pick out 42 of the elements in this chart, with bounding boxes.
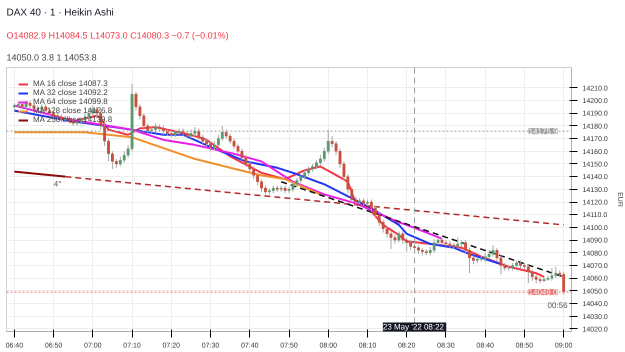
annotation: 4° [54,179,62,188]
candlestick [432,238,436,254]
candlestick [240,148,244,161]
line-series [13,131,322,196]
legend-label: MA 32 close 14092.2 [33,88,108,97]
candlestick [118,156,122,167]
candlestick [550,268,554,282]
candlestick [330,136,334,148]
legend-label: MA 64 close 14099.8 [33,97,108,106]
candlestick [526,264,530,284]
candlestick [244,154,248,167]
ref-line-label: 14049.0 [528,288,558,298]
candlestick [492,244,494,258]
candlestick [464,240,467,255]
candlestick [256,172,260,186]
candlestick [122,150,126,164]
candlestick [291,181,294,192]
candlestick [397,230,400,244]
candlestick [370,199,373,213]
legend-label: MA 16 close 14087.3 [33,79,108,88]
ref-line-label: 23 May '22 08:22 [382,322,445,332]
candlestick [228,133,232,144]
candlestick [554,266,558,279]
chart-title: DAX 40 · 1 · Heikin Ashi [6,8,114,18]
legend-label: MA 128 close 14126.8 [33,106,112,115]
ref-line-label: 14175.9 [528,127,558,136]
annotation: 00:56 [548,301,568,310]
candlestick [456,237,460,250]
text: 14050.0 3.8 1 14053.8 [6,52,97,62]
candlestick [390,230,392,250]
candlestick [386,226,389,238]
candlestick [209,140,212,152]
candlestick [216,134,220,148]
candlestick [496,247,498,262]
candlestick [562,271,566,296]
candlestick [236,143,240,154]
candlestick [232,138,236,150]
chart-subtitle: O14082.9 H14084.5 L14073.0 C14080.3 −0.7 (−0.01%) [6,30,229,40]
candlestick [530,268,534,282]
candlestick [409,240,412,251]
candlestick [260,178,263,192]
candlestick [318,154,322,166]
